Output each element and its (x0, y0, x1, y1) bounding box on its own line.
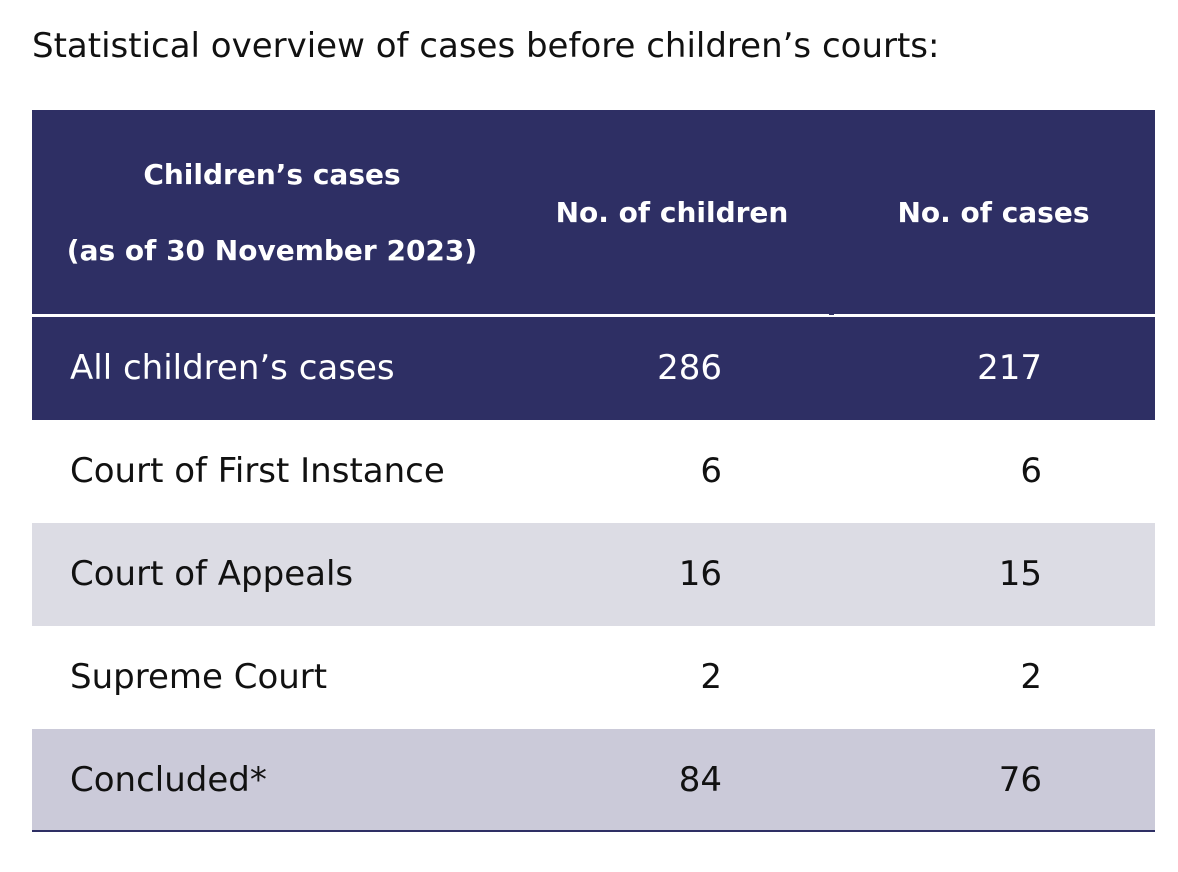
row-cases-count: 2 (1020, 657, 1042, 697)
row-cases-count: 76 (998, 760, 1042, 800)
row-label: Court of Appeals (70, 554, 354, 594)
row-label: Court of First Instance (70, 451, 445, 491)
row-children-count: 286 (657, 348, 722, 388)
header-no-of-cases-label: No. of cases (897, 195, 1090, 229)
header-children-cases-line2: (as of 30 November 2023) (66, 233, 478, 267)
header-children-cases-line1: Children’s cases (143, 157, 401, 191)
header-no-of-children: No. of children (512, 110, 832, 315)
table-header: Children’s cases (as of 30 November 2023… (32, 110, 1155, 317)
table-row-first-instance: Court of First Instance 6 6 (32, 420, 1155, 523)
row-children-count: 84 (678, 760, 722, 800)
header-no-of-children-label: No. of children (555, 195, 789, 229)
cases-table: Children’s cases (as of 30 November 2023… (32, 110, 1155, 832)
row-cases-count: 6 (1020, 451, 1042, 491)
row-children-count: 2 (700, 657, 722, 697)
row-cases-count: 217 (977, 348, 1042, 388)
row-label: All children’s cases (70, 348, 395, 388)
header-divider-left (32, 314, 829, 317)
row-children-count: 16 (678, 554, 722, 594)
row-cases-count: 15 (998, 554, 1042, 594)
page-title: Statistical overview of cases before chi… (32, 26, 940, 66)
row-label: Supreme Court (70, 657, 328, 697)
table-row-supreme: Supreme Court 2 2 (32, 626, 1155, 729)
row-children-count: 6 (700, 451, 722, 491)
row-label: Concluded* (70, 760, 267, 800)
table-row-all-cases: All children’s cases 286 217 (32, 317, 1155, 420)
header-divider-right (834, 314, 1155, 317)
table-row-appeals: Court of Appeals 16 15 (32, 523, 1155, 626)
header-no-of-cases: No. of cases (832, 110, 1155, 315)
table-row-concluded: Concluded* 84 76 (32, 729, 1155, 832)
table-bottom-rule (32, 830, 1155, 832)
header-children-cases: Children’s cases (as of 30 November 2023… (32, 110, 512, 315)
